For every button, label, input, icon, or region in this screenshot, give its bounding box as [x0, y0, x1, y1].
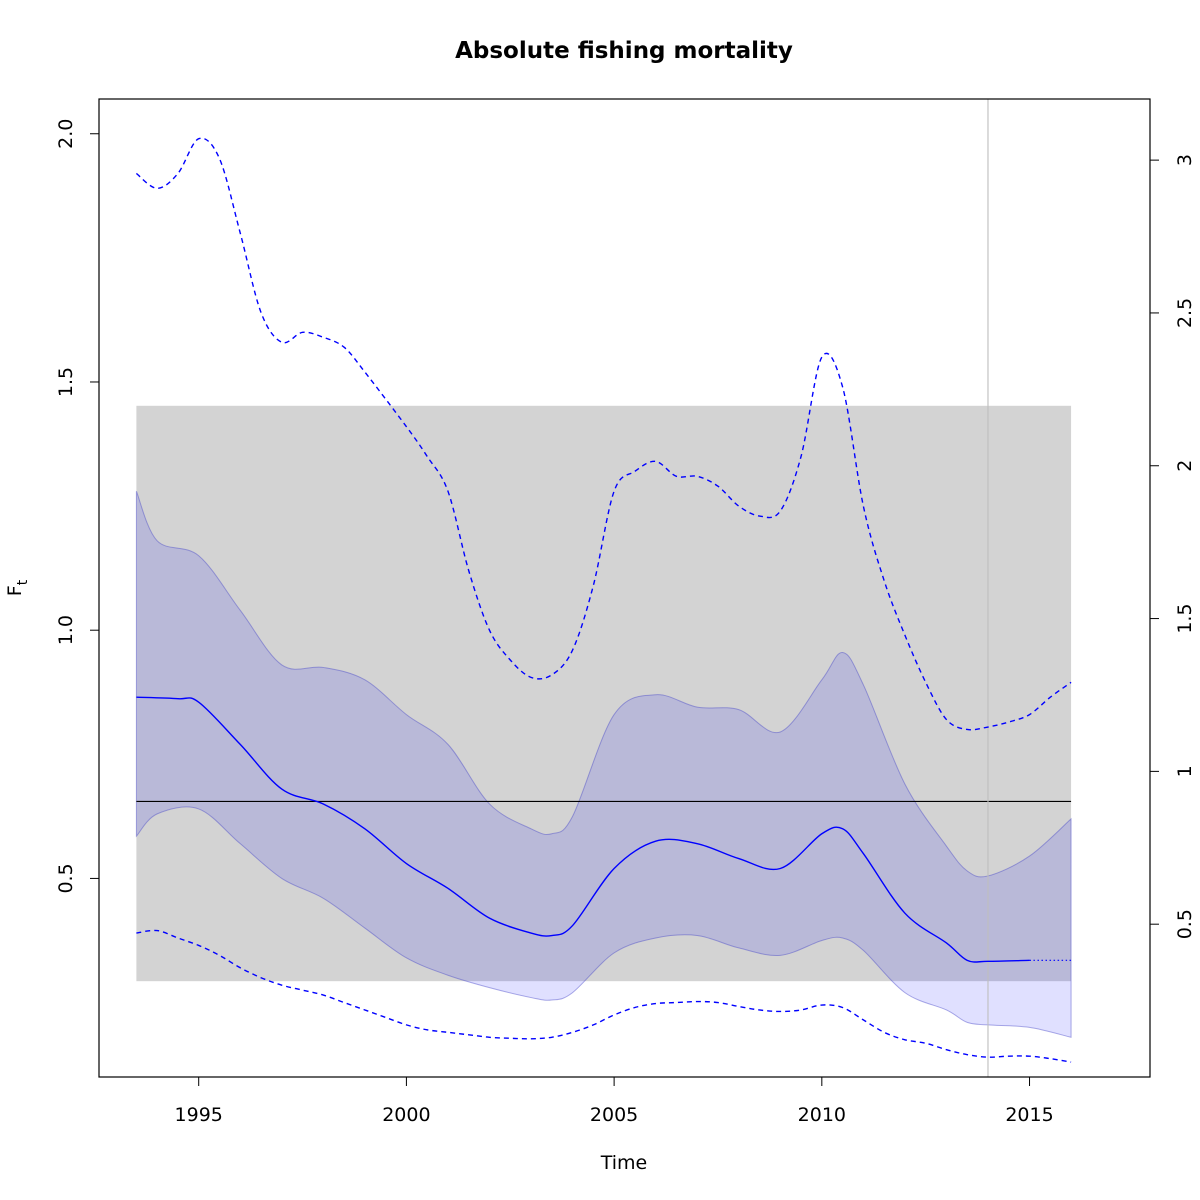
x-axis-label: Time: [600, 1152, 648, 1174]
y-tick-label: 1.0: [55, 615, 77, 645]
x-tick-label: 2005: [590, 1104, 638, 1126]
y-tick-label: 2.0: [55, 119, 77, 149]
y-tick-label: 1.5: [55, 367, 77, 397]
x-tick-label: 2000: [382, 1104, 430, 1126]
plot-layer: [135, 99, 1072, 1077]
y2-tick-label: 2.5: [1174, 298, 1196, 328]
y2-tick-label: 0.5: [1174, 909, 1196, 939]
series-line-ci-upper: [135, 137, 1072, 731]
y2-tick-label: 2: [1174, 460, 1196, 472]
y-axis-label-main: F: [4, 585, 26, 596]
y-tick-label: 0.5: [55, 863, 77, 893]
x-tick-label: 2015: [1005, 1104, 1053, 1126]
y-axis-label-subscript: t: [15, 579, 31, 585]
y2-tick-label: 1.5: [1174, 603, 1196, 633]
y-axis-label: Ft: [4, 579, 31, 596]
x-tick-label: 1995: [175, 1104, 223, 1126]
y2-tick-label: 1: [1174, 765, 1196, 777]
confidence-band: [135, 490, 1072, 1038]
series-line-ci-lower: [136, 929, 1072, 1063]
series-line-estimate: [136, 696, 1030, 963]
chart-title: Absolute fishing mortality: [455, 38, 793, 64]
y2-tick-label: 3: [1174, 154, 1196, 166]
reference-grey-box: [136, 405, 1072, 982]
x-tick-label: 2010: [798, 1104, 846, 1126]
axes-layer: 1995 2000 2005 2010 2015 0.5 1.0 1.5 2.0 0.5 1 1.5 2…: [55, 119, 1196, 1126]
